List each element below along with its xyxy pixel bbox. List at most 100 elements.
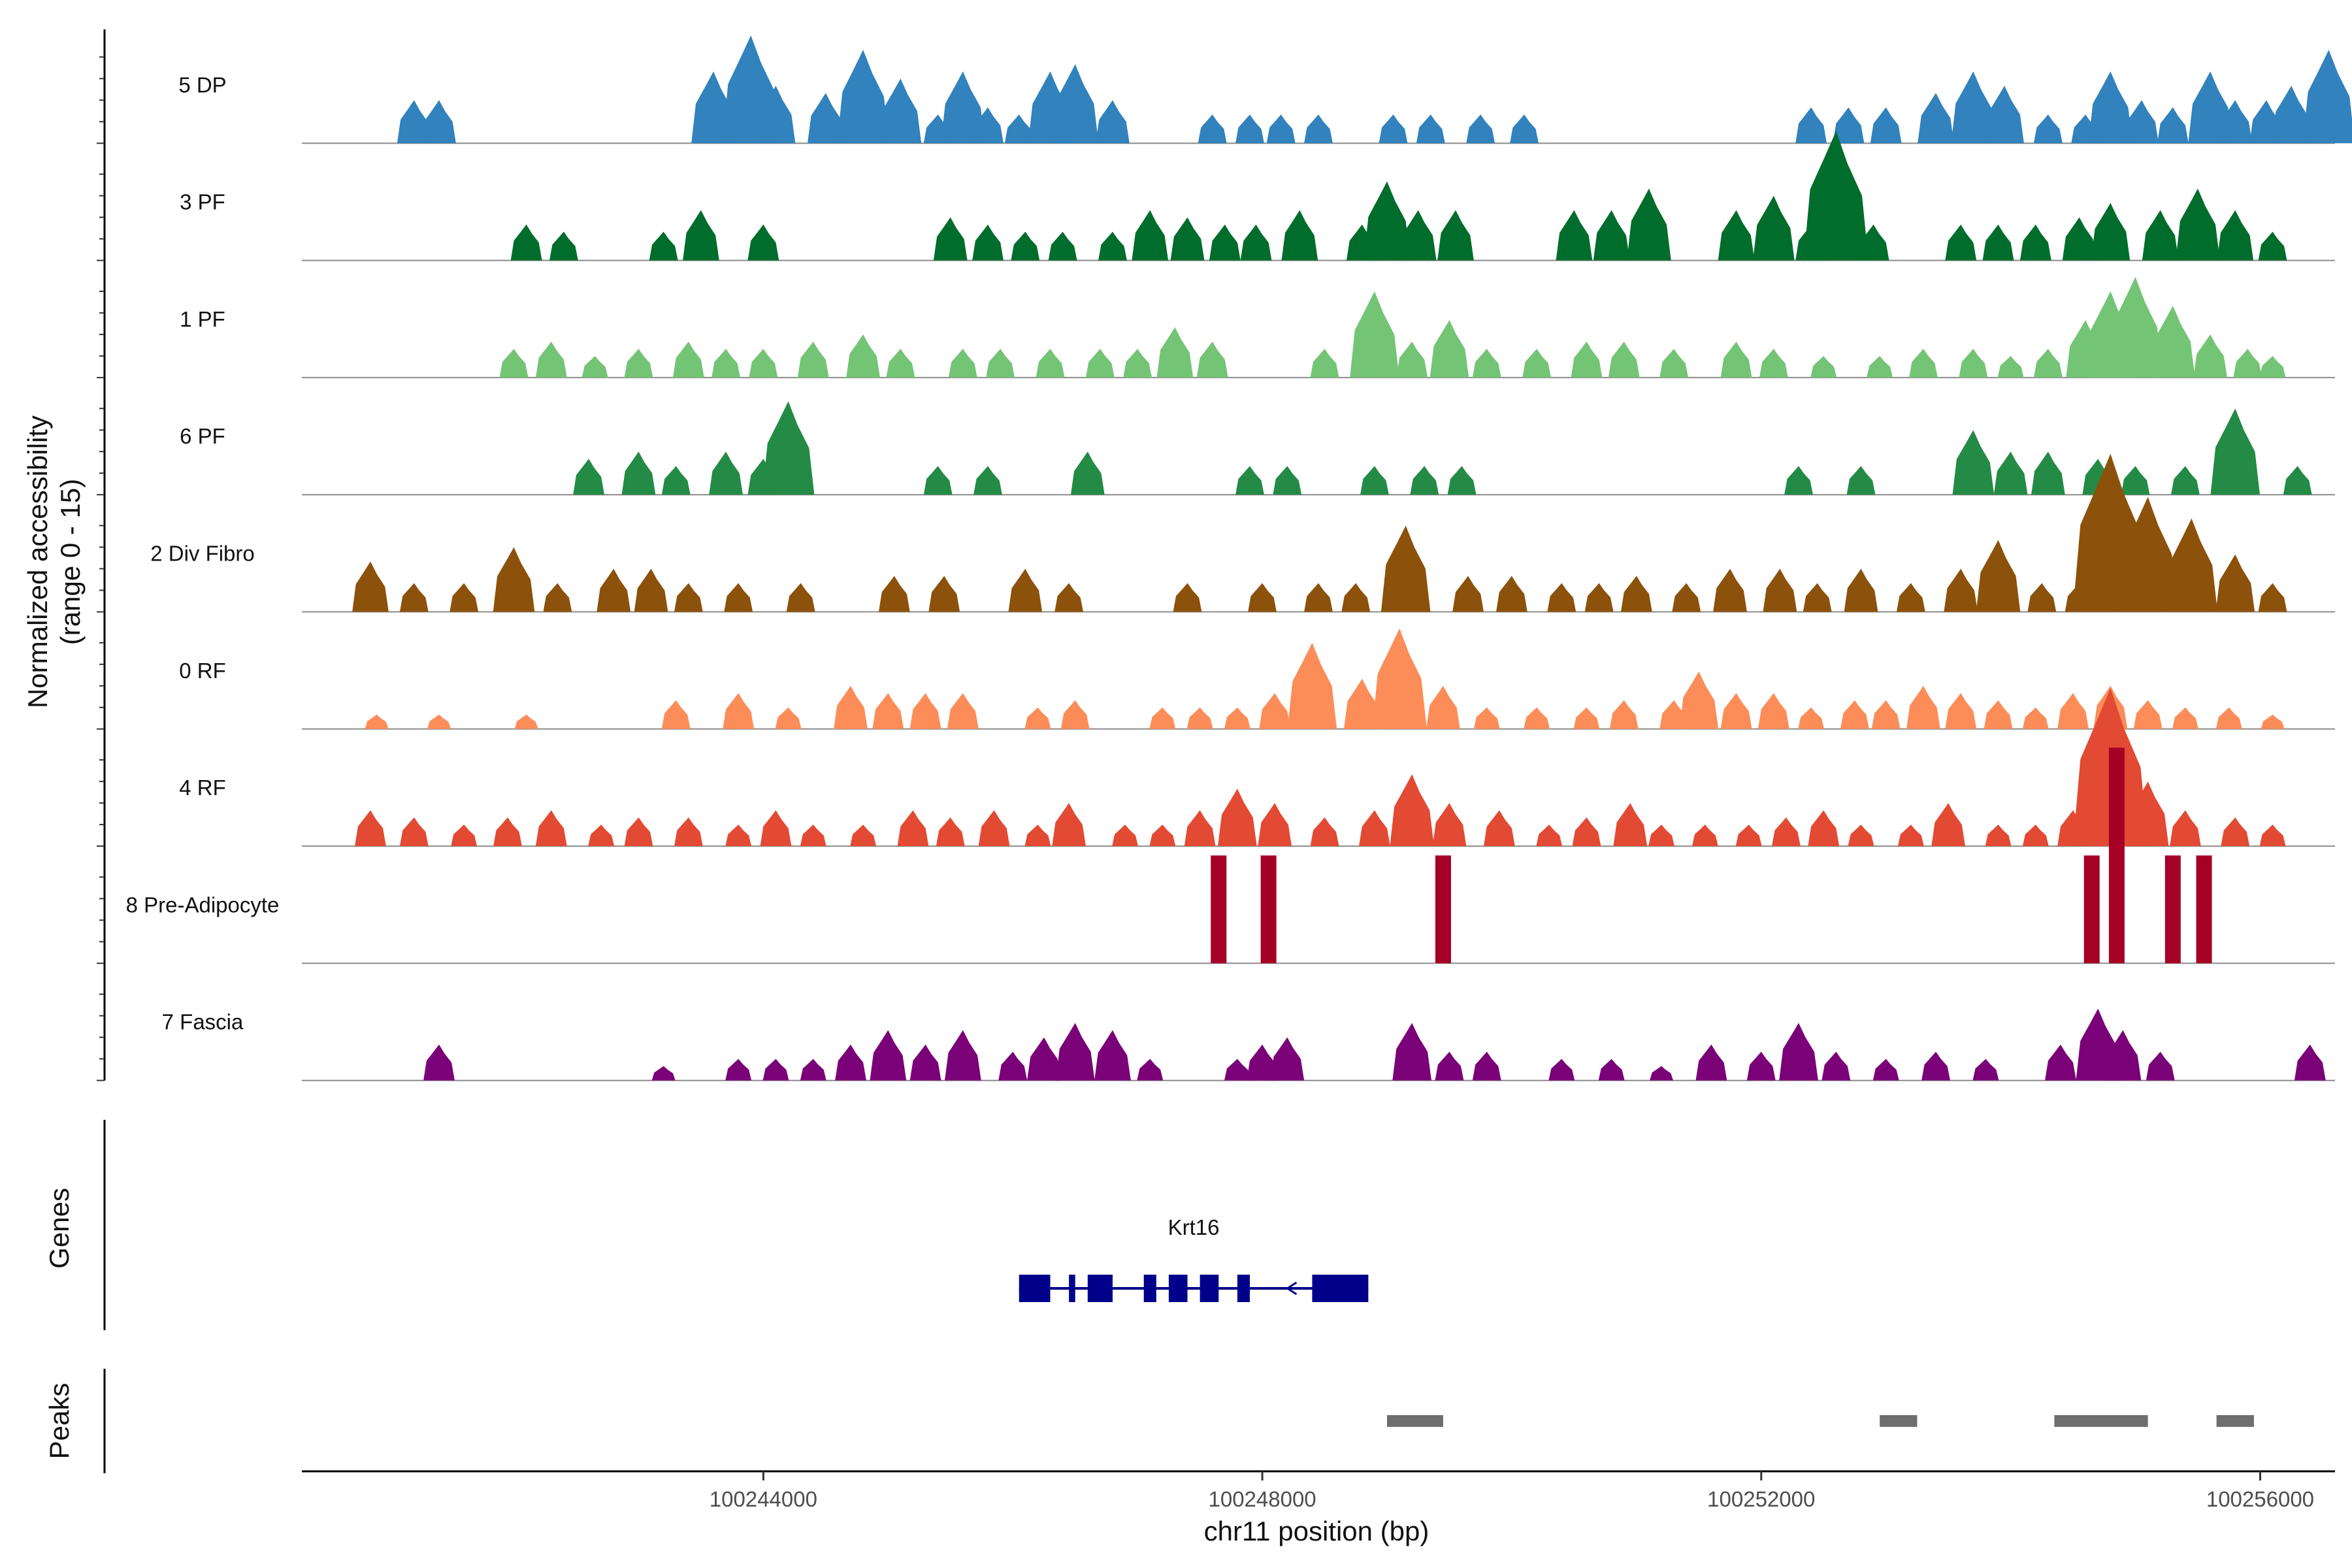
coverage-peak bbox=[535, 341, 567, 378]
coverage-peak bbox=[1872, 1058, 1899, 1081]
coverage-peak bbox=[1184, 810, 1216, 847]
coverage-peak bbox=[1024, 825, 1051, 847]
coverage-peak bbox=[1123, 348, 1152, 378]
x-axis-title: chr11 position (bp) bbox=[1204, 1516, 1429, 1546]
coverage-peak bbox=[1547, 583, 1576, 612]
coverage-peak bbox=[1310, 817, 1339, 847]
coverage-peak bbox=[723, 693, 755, 729]
coverage-peak bbox=[1392, 1022, 1432, 1081]
coverage-peak bbox=[972, 107, 1004, 144]
coverage-peak bbox=[621, 451, 656, 495]
coverage-peak bbox=[1522, 348, 1552, 378]
coverage-peak bbox=[1224, 1058, 1250, 1081]
coverage-peak bbox=[1857, 224, 1889, 261]
coverage-peak bbox=[786, 583, 815, 612]
coverage-peak bbox=[1364, 181, 1411, 261]
coverage-peak bbox=[1757, 693, 1789, 729]
coverage-peak bbox=[747, 224, 779, 261]
coverage-peak bbox=[1380, 525, 1431, 612]
coverage-peak bbox=[1060, 700, 1090, 729]
coverage-peak bbox=[1821, 1051, 1851, 1081]
coverage-peak bbox=[1055, 1022, 1095, 1081]
track-label: 6 PF bbox=[180, 424, 225, 448]
coverage-peak bbox=[1096, 100, 1130, 144]
coverage-peak bbox=[986, 348, 1015, 378]
coverage-peak bbox=[945, 1030, 981, 1081]
coverage-peak bbox=[2057, 693, 2089, 729]
track-label: 7 Fascia bbox=[162, 1010, 244, 1034]
coverage-peak bbox=[808, 93, 844, 144]
coverage-peak bbox=[897, 810, 929, 847]
coverage-peak bbox=[1426, 685, 1460, 729]
coverage-peak bbox=[1211, 855, 1227, 964]
coverage-peak bbox=[674, 583, 703, 612]
coverage-peak bbox=[1137, 1058, 1164, 1081]
coverage-peak bbox=[1432, 803, 1467, 847]
coverage-peak bbox=[1260, 855, 1277, 964]
coverage-peak bbox=[1627, 188, 1671, 261]
track-1-pf: 1 PF bbox=[180, 276, 2335, 378]
coverage-peak bbox=[2215, 554, 2255, 612]
coverage-peak bbox=[1447, 466, 1477, 495]
x-axis-ticks: 100244000 100248000 100252000 100256000 bbox=[710, 1471, 2314, 1511]
coverage-peak bbox=[2022, 825, 2049, 847]
coverage-peak bbox=[573, 459, 605, 495]
coverage-peak bbox=[947, 693, 979, 729]
coverage-peak bbox=[2142, 210, 2179, 261]
coverage-peak bbox=[1871, 700, 1901, 729]
coverage-peak bbox=[1867, 355, 1893, 378]
coverage-peak bbox=[1452, 576, 1484, 612]
coverage-peak bbox=[1985, 86, 2024, 144]
track-3-pf: 3 PF bbox=[180, 131, 2335, 261]
peak-region bbox=[1880, 1415, 1918, 1427]
coverage-peak bbox=[2217, 210, 2254, 261]
coverage-peak bbox=[2302, 50, 2352, 144]
coverage-peak bbox=[2108, 276, 2163, 378]
coverage-peak bbox=[2151, 305, 2195, 378]
coverage-peak bbox=[493, 817, 522, 847]
track-2-div-fibro: 2 Div Fibro bbox=[150, 453, 2335, 613]
coverage-peak bbox=[1390, 774, 1434, 847]
coverage-peak bbox=[846, 334, 881, 378]
coverage-peak bbox=[749, 348, 778, 378]
coverage-peak bbox=[1132, 210, 1169, 261]
coverage-peak bbox=[399, 817, 429, 847]
coverage-peak bbox=[543, 583, 572, 612]
coverage-peak bbox=[1052, 803, 1086, 847]
track-label: 3 PF bbox=[180, 190, 225, 214]
coverage-peak bbox=[909, 693, 941, 729]
coverage-peak bbox=[1410, 466, 1439, 495]
coverage-peak bbox=[588, 825, 615, 847]
coverage-peak bbox=[423, 1044, 455, 1081]
coverage-peak bbox=[1848, 825, 1874, 847]
coverage-peak bbox=[923, 466, 953, 495]
coverage-peak bbox=[1027, 1037, 1061, 1081]
gene-exon bbox=[1168, 1275, 1188, 1302]
coverage-peak bbox=[1753, 195, 1795, 261]
coverage-peak bbox=[933, 217, 968, 261]
coverage-peak bbox=[1870, 107, 1902, 144]
coverage-peak bbox=[1746, 1051, 1776, 1081]
coverage-peak bbox=[1984, 700, 2013, 729]
coverage-peak bbox=[2033, 348, 2063, 378]
coverage-peak bbox=[1496, 576, 1527, 612]
coverage-peak bbox=[1416, 114, 1445, 144]
gene-exon bbox=[1237, 1275, 1250, 1302]
coverage-peak bbox=[422, 100, 456, 144]
peak-region bbox=[2216, 1415, 2254, 1427]
coverage-peak bbox=[1808, 810, 1840, 847]
coverage-peak bbox=[870, 1030, 907, 1081]
x-tick-label: 100244000 bbox=[710, 1487, 817, 1511]
coverage-peak bbox=[2022, 707, 2049, 729]
coverage-peak bbox=[2104, 1030, 2142, 1081]
coverage-peak bbox=[1437, 210, 1474, 261]
coverage-peak bbox=[1573, 707, 1600, 729]
coverage-peak bbox=[1051, 64, 1099, 144]
coverage-peak bbox=[1840, 700, 1869, 729]
peaks-title: Peaks bbox=[44, 1383, 74, 1460]
coverage-peak bbox=[1173, 583, 1202, 612]
coverage-peak bbox=[1186, 707, 1213, 729]
coverage-peak bbox=[427, 714, 451, 729]
coverage-peak bbox=[1004, 114, 1034, 144]
coverage-peak bbox=[2083, 855, 2100, 964]
